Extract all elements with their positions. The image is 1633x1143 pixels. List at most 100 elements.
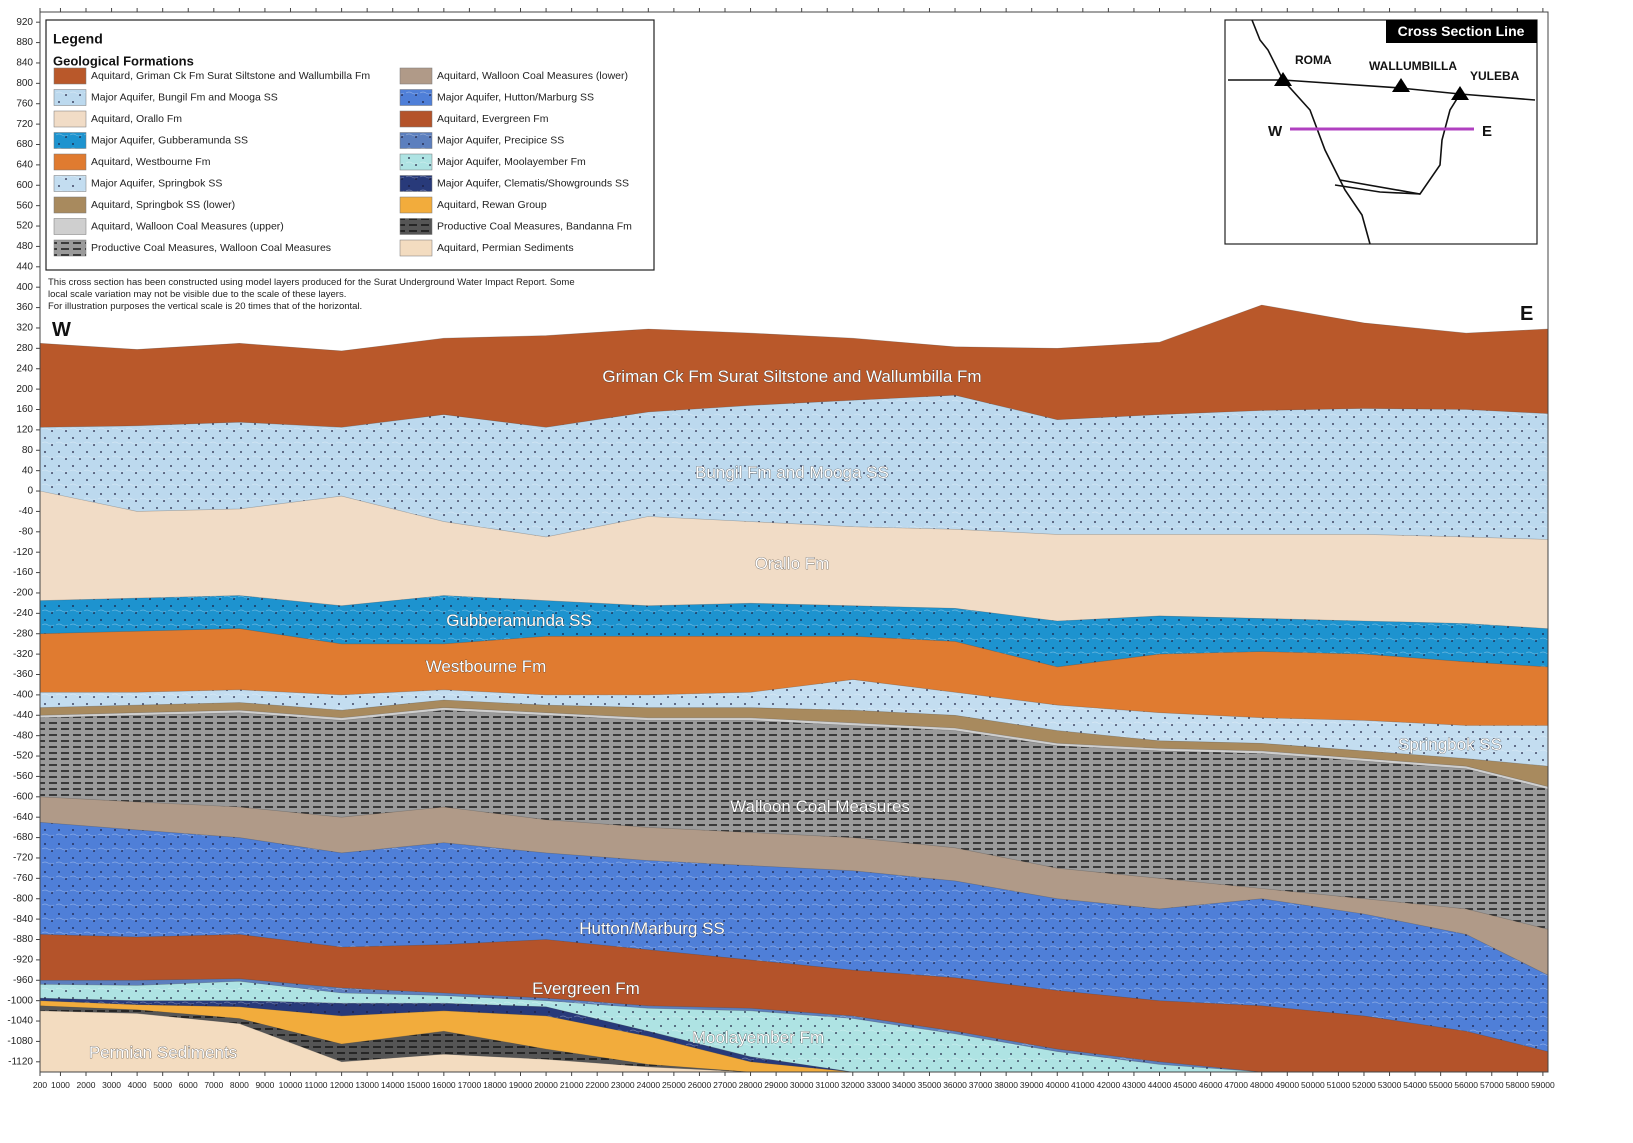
x-tick-label: 42000 — [1097, 1080, 1121, 1090]
legend-swatch — [54, 197, 86, 213]
x-tick-label: 55000 — [1429, 1080, 1453, 1090]
end-label: E — [1482, 123, 1492, 140]
y-tick-label: -200 — [13, 588, 33, 599]
y-tick-label: -120 — [13, 547, 33, 558]
x-tick-label: 38000 — [994, 1080, 1018, 1090]
layer-label: Springbok SS — [1398, 735, 1502, 754]
x-tick-label: 50000 — [1301, 1080, 1325, 1090]
layer-label: Moolayember Fm — [692, 1028, 824, 1047]
inset-title: Cross Section Line — [1398, 23, 1525, 39]
x-tick-label: 11000 — [305, 1080, 328, 1090]
y-tick-label: -360 — [13, 669, 33, 680]
y-tick-label: -800 — [13, 893, 33, 904]
x-tick-label: 9000 — [255, 1080, 274, 1090]
y-tick-label: 0 — [27, 486, 33, 497]
legend-label: Major Aquifer, Springbok SS — [91, 177, 222, 189]
legend-label: Aquitard, Permian Sediments — [437, 242, 574, 254]
chart: 9208808408007607206806406005605204804404… — [0, 0, 1633, 1138]
legend-label: Aquitard, Rewan Group — [437, 199, 547, 211]
legend-swatch — [400, 90, 432, 106]
x-tick-label: 53000 — [1378, 1080, 1402, 1090]
y-tick-label: 240 — [16, 363, 33, 374]
x-tick-label: 46000 — [1199, 1080, 1223, 1090]
y-tick-label: -920 — [13, 955, 33, 966]
legend-swatch — [54, 176, 86, 192]
legend-swatch — [400, 68, 432, 84]
x-tick-label: 35000 — [918, 1080, 942, 1090]
x-tick-label: 22000 — [585, 1080, 609, 1090]
y-tick-label: 520 — [16, 221, 33, 232]
y-tick-label: 400 — [16, 282, 33, 293]
x-tick-label: 51000 — [1327, 1080, 1351, 1090]
layer-label: Hutton/Marburg SS — [579, 919, 725, 938]
x-tick-label: 58000 — [1506, 1080, 1530, 1090]
y-tick-label: -840 — [13, 914, 33, 925]
x-tick-label: 16000 — [432, 1080, 456, 1090]
y-tick-label: 880 — [16, 37, 33, 48]
x-tick-label: 23000 — [611, 1080, 635, 1090]
end-label: W — [1268, 123, 1283, 140]
x-tick-label: 40000 — [1045, 1080, 1069, 1090]
x-tick-label: 34000 — [892, 1080, 916, 1090]
legend-label: Major Aquifer, Hutton/Marburg SS — [437, 91, 594, 103]
y-tick-label: -680 — [13, 832, 33, 843]
legend-swatch — [400, 197, 432, 213]
y-tick-label: -640 — [13, 812, 33, 823]
legend-swatch — [400, 154, 432, 170]
x-tick-label: 56000 — [1454, 1080, 1478, 1090]
town-label: YULEBA — [1470, 69, 1520, 83]
y-tick-label: -160 — [13, 567, 33, 578]
legend-label: Aquitard, Evergreen Fm — [437, 113, 549, 125]
x-tick-label: 47000 — [1224, 1080, 1248, 1090]
x-tick-label: 18000 — [483, 1080, 507, 1090]
legend-swatch — [54, 111, 86, 127]
legend-label: Productive Coal Measures, Walloon Coal M… — [91, 242, 331, 254]
y-tick-label: -720 — [13, 853, 33, 864]
y-tick-label: -1000 — [7, 995, 33, 1006]
x-tick-label: 37000 — [969, 1080, 993, 1090]
x-tick-label: 12000 — [330, 1080, 354, 1090]
y-tick-label: 120 — [16, 425, 33, 436]
x-tick-label: 48000 — [1250, 1080, 1274, 1090]
town-label: ROMA — [1295, 53, 1332, 67]
layer-label: Permian Sediments — [89, 1043, 237, 1062]
legend-label: Aquitard, Griman Ck Fm Surat Siltstone a… — [91, 70, 370, 82]
x-tick-label: 29000 — [764, 1080, 788, 1090]
legend-swatch — [400, 240, 432, 256]
y-tick-label: 760 — [16, 98, 33, 109]
y-tick-label: -600 — [13, 791, 33, 802]
x-tick-label: 52000 — [1352, 1080, 1376, 1090]
legend-swatch — [54, 90, 86, 106]
note: This cross section has been constructed … — [48, 277, 575, 288]
legend-swatch — [54, 133, 86, 149]
x-tick-label: 200 — [33, 1080, 47, 1090]
x-tick-label: 31000 — [815, 1080, 839, 1090]
x-tick-label: 28000 — [739, 1080, 763, 1090]
x-tick-label: 39000 — [1020, 1080, 1044, 1090]
legend-swatch — [54, 240, 86, 256]
layer-label: Orallo Fm — [755, 554, 830, 573]
layer-label: Westbourne Fm — [426, 657, 547, 676]
x-tick-label: 17000 — [458, 1080, 482, 1090]
legend-swatch — [400, 176, 432, 192]
legend-label: Productive Coal Measures, Bandanna Fm — [437, 220, 632, 232]
x-tick-label: 36000 — [943, 1080, 967, 1090]
x-tick-label: 2000 — [77, 1080, 96, 1090]
y-tick-label: 360 — [16, 302, 33, 313]
x-tick-label: 10000 — [279, 1080, 303, 1090]
legend-label: Major Aquifer, Precipice SS — [437, 134, 564, 146]
legend-title: Legend — [53, 31, 103, 47]
x-tick-label: 25000 — [662, 1080, 686, 1090]
legend-label: Aquitard, Springbok SS (lower) — [91, 199, 235, 211]
x-tick-label: 45000 — [1173, 1080, 1197, 1090]
layer-label: Gubberamunda SS — [446, 611, 592, 630]
y-tick-label: 80 — [22, 445, 34, 456]
town-label: WALLUMBILLA — [1369, 59, 1457, 73]
legend: Legend Geological Formations Aquitard, G… — [46, 20, 654, 270]
legend-swatch — [400, 133, 432, 149]
y-tick-label: 280 — [16, 343, 33, 354]
legend-swatch — [54, 154, 86, 170]
y-tick-label: 40 — [22, 465, 34, 476]
x-tick-label: 1000 — [51, 1080, 70, 1090]
layer-label: Griman Ck Fm Surat Siltstone and Wallumb… — [602, 367, 981, 386]
